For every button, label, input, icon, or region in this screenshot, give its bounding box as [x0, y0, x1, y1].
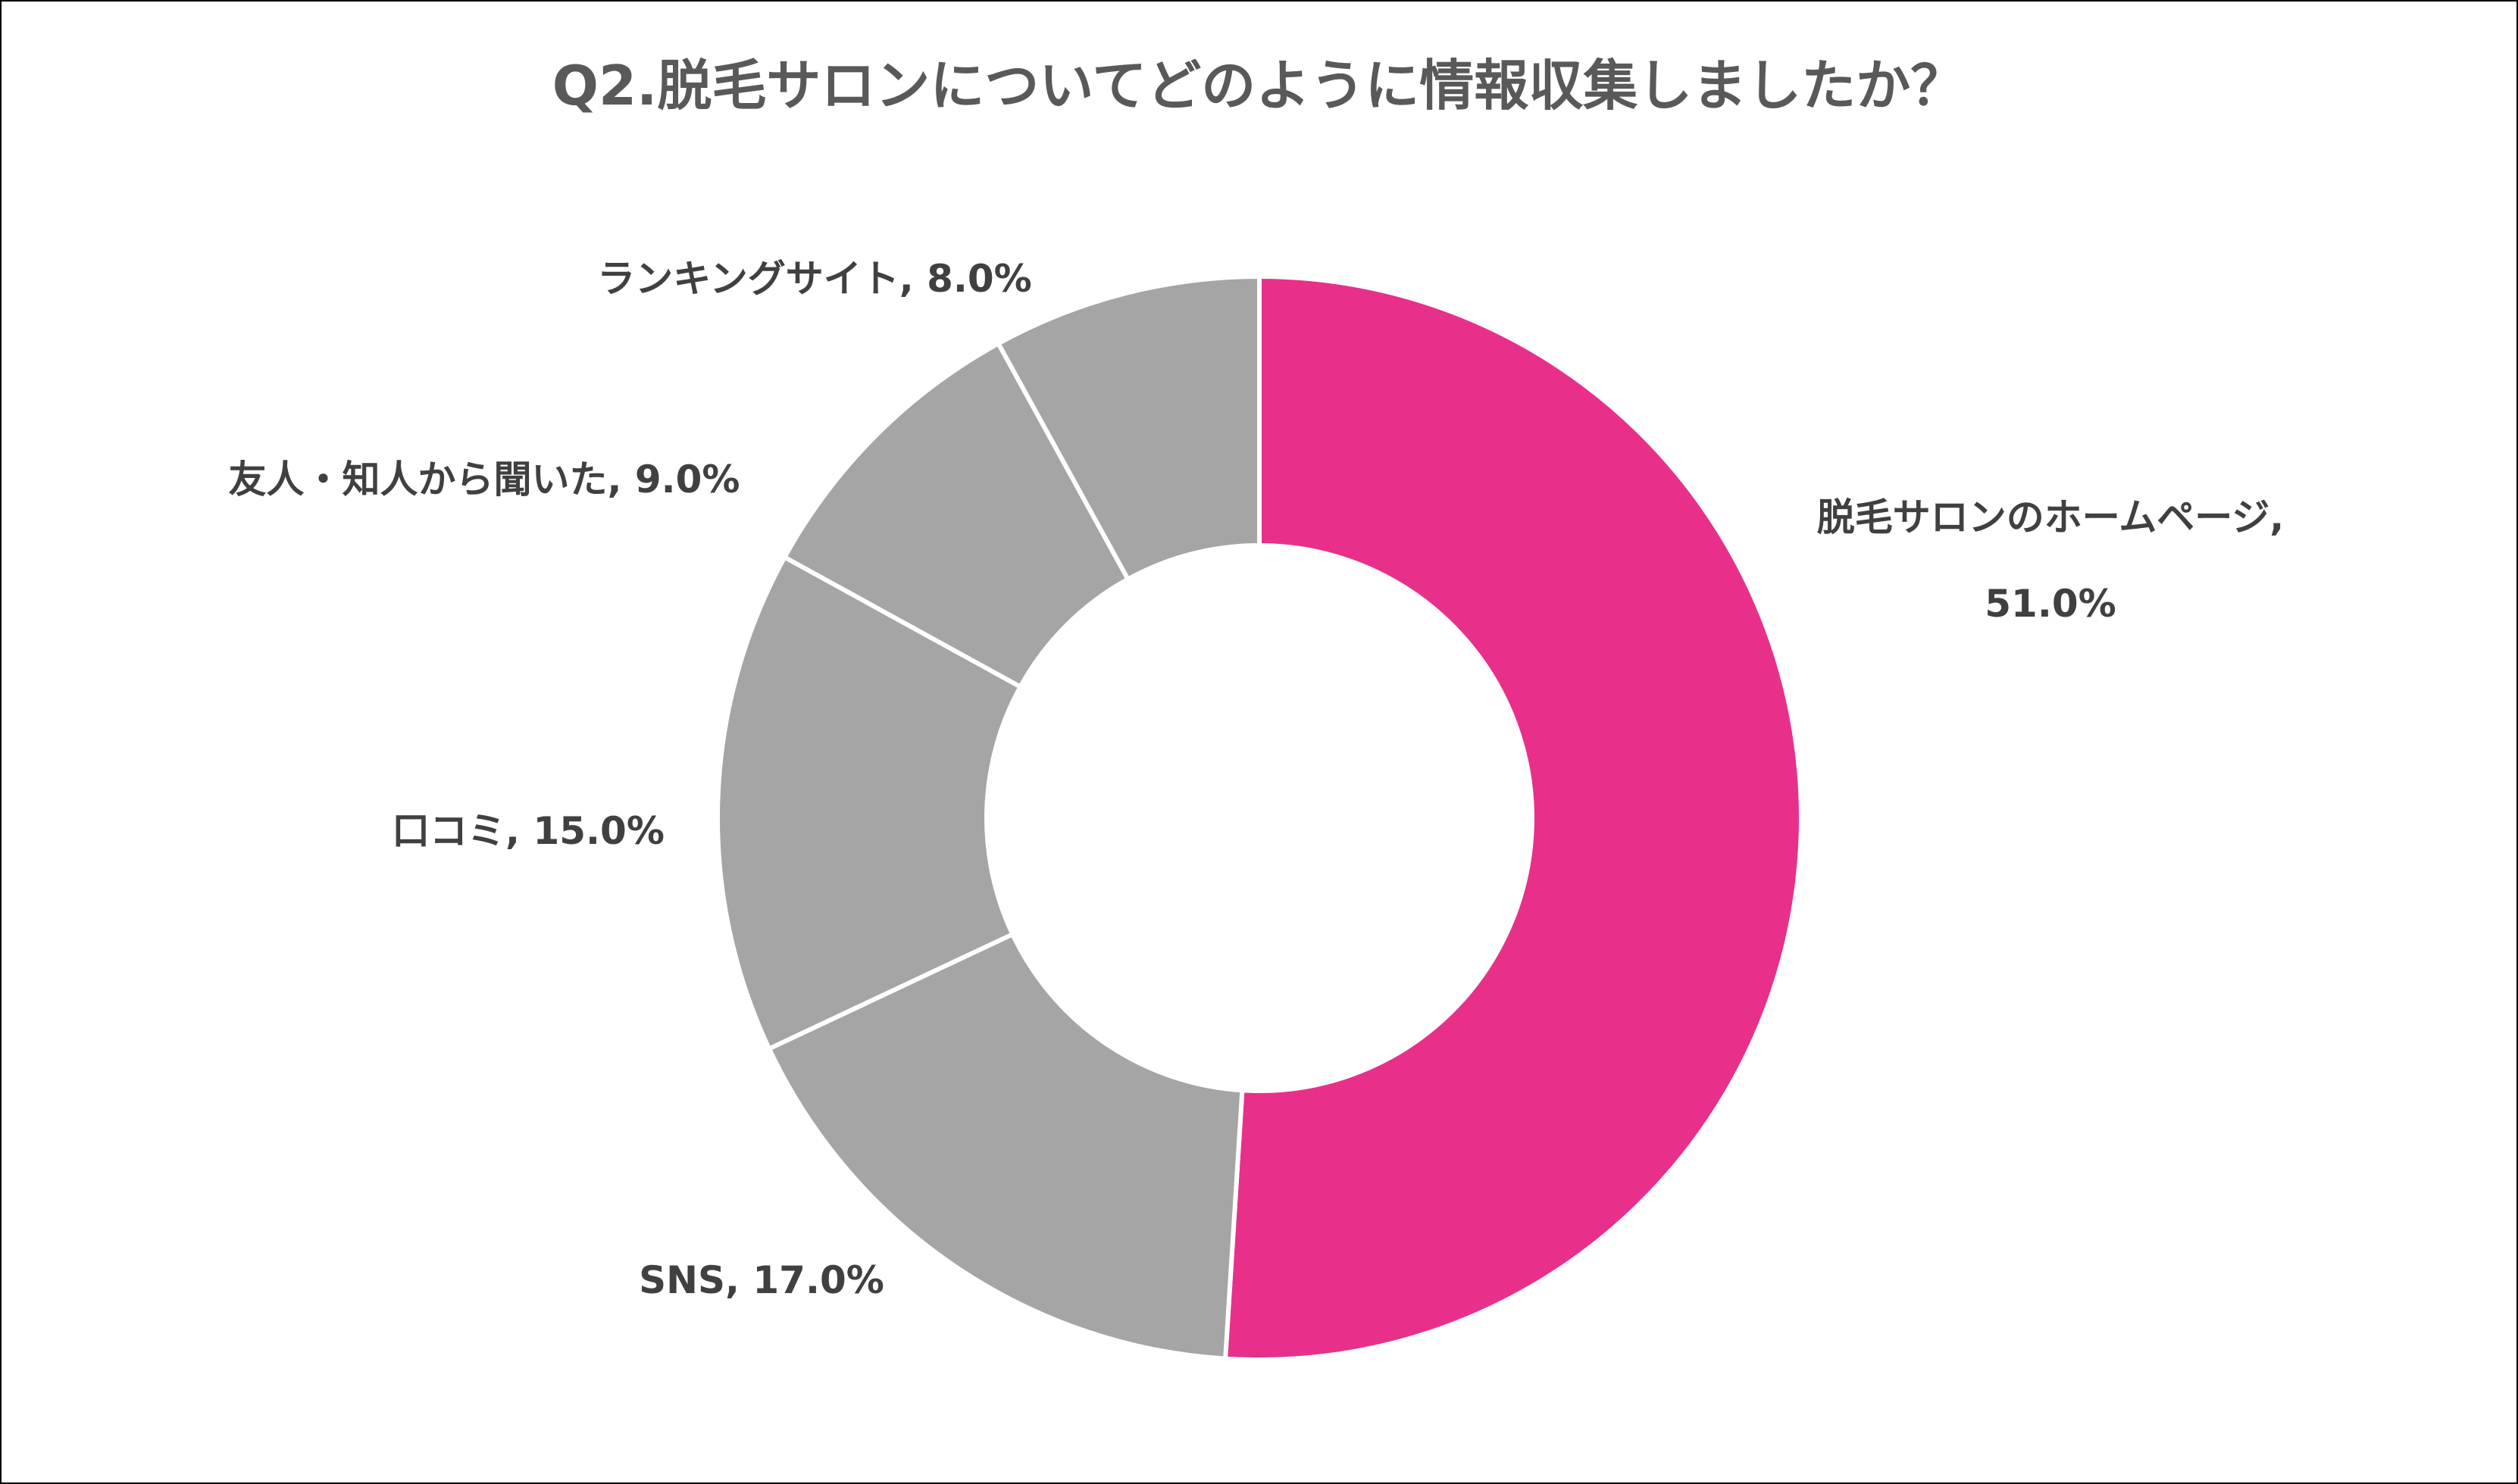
slice-label-category-0: 脱毛サロンのホームページ,: [1817, 495, 2285, 539]
chart-title: Q2.脱毛サロンについてどのように情報収集しましたか？: [552, 54, 1966, 117]
donut-slice-4: [995, 273, 1262, 583]
slice-label-0: 脱毛サロンのホームページ, 51.0%: [1817, 495, 2285, 626]
donut-slice-0: [1222, 273, 1803, 1362]
slice-labels: 脱毛サロンのホームページ, 51.0% SNS, 17.0% 口コミ, 15.0% 友人…: [228, 257, 2284, 1302]
slice-label-value-0: 51.0%: [1985, 582, 2116, 626]
donut-slice-1: [766, 931, 1245, 1361]
donut-slice-3: [781, 340, 1131, 690]
slice-label-1: SNS, 17.0%: [639, 1258, 884, 1302]
donut-slices: [715, 273, 1803, 1362]
slice-label-2: 口コミ, 15.0%: [392, 809, 665, 853]
donut-slice-2: [715, 554, 1024, 1052]
slice-label-3: 友人・知人から聞いた, 9.0%: [228, 458, 740, 501]
slice-label-4: ランキングサイト, 8.0%: [597, 257, 1032, 301]
